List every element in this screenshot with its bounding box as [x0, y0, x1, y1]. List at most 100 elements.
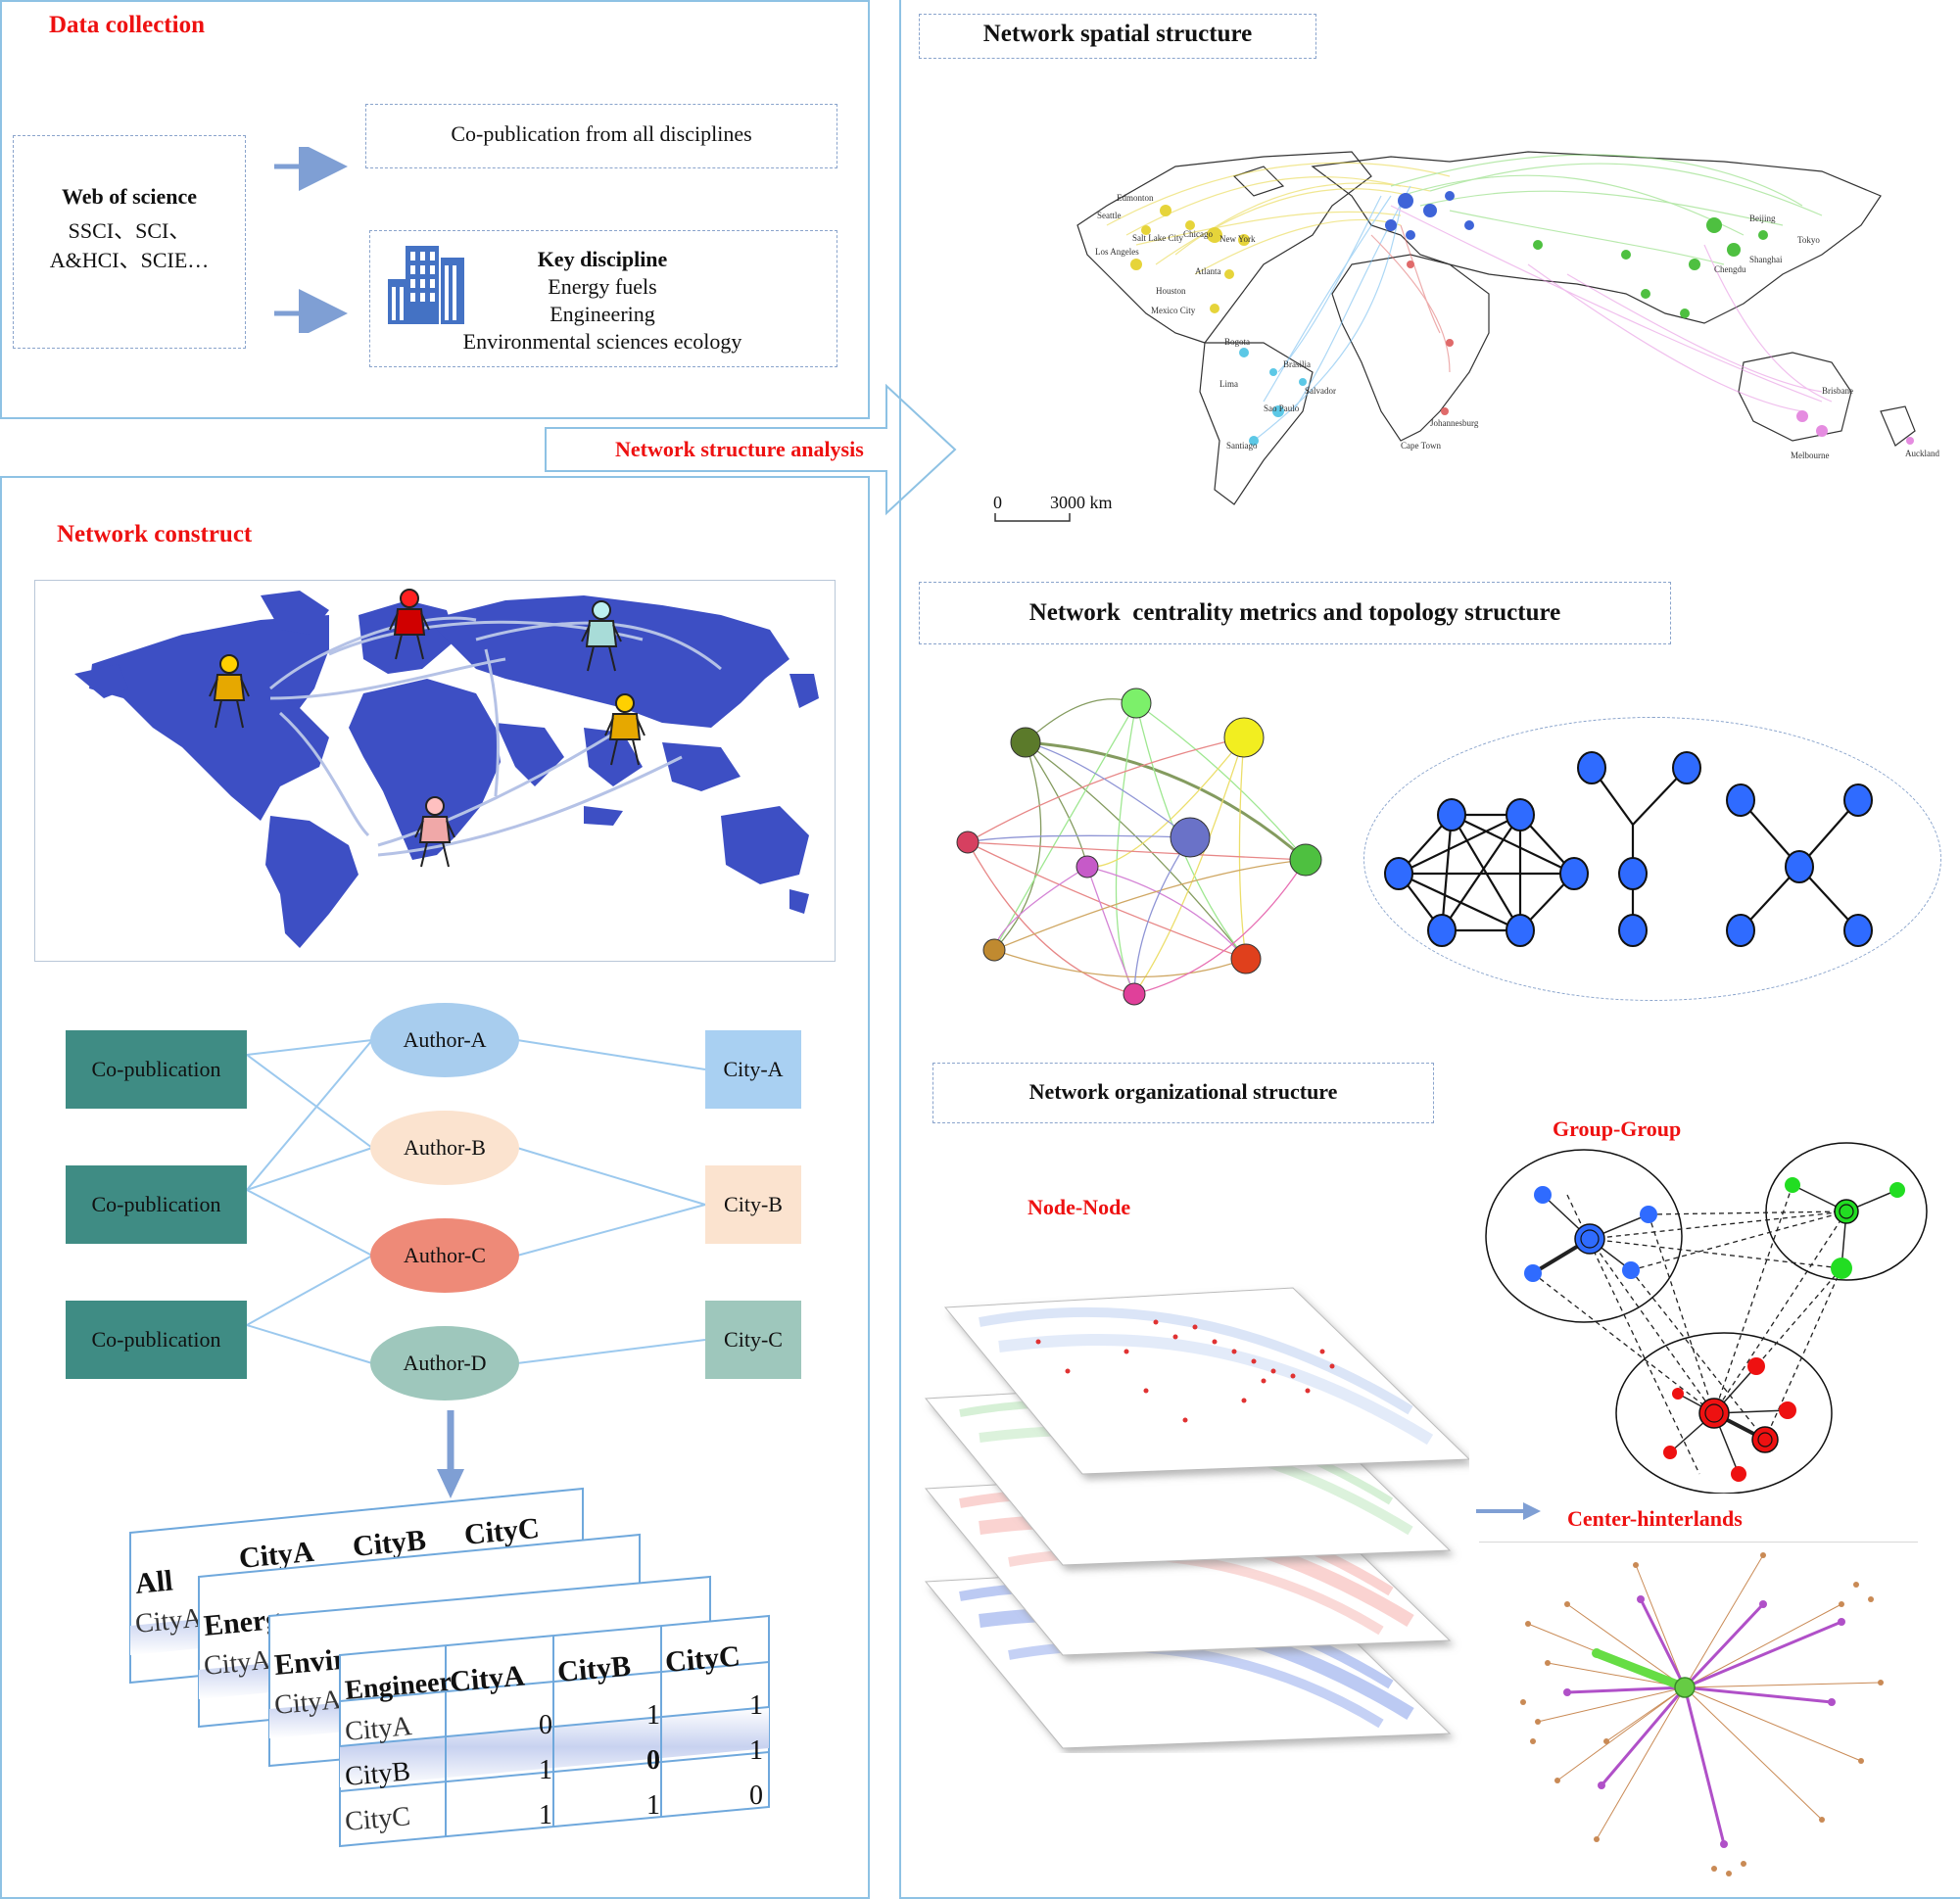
svg-text:1: 1	[749, 1690, 763, 1721]
analysis-arrow	[545, 384, 957, 516]
svg-text:Beijing: Beijing	[1749, 214, 1776, 223]
key-discipline-title: Key discipline	[537, 247, 668, 271]
data-collection-title: Data collection	[49, 12, 205, 38]
svg-text:Bogota: Bogota	[1224, 337, 1250, 347]
building-icon	[388, 246, 464, 324]
svg-text:Salt Lake City: Salt Lake City	[1132, 233, 1183, 243]
researcher-map-frame	[34, 580, 836, 962]
svg-text:CityB: CityB	[344, 1756, 411, 1792]
centrality-network	[956, 688, 1322, 1006]
wos-line1: SSCI、SCI、	[68, 218, 191, 243]
city-c-box: City-C	[705, 1301, 801, 1379]
center-hinterlands-label: Center-hinterlands	[1567, 1506, 1743, 1531]
organizational-title-box	[932, 1063, 1434, 1123]
researcher-pink-icon	[414, 796, 455, 868]
svg-text:1: 1	[749, 1735, 763, 1766]
scale-zero: 0	[993, 493, 1002, 512]
svg-text:Brisbane: Brisbane	[1822, 386, 1853, 396]
svg-text:Shanghai: Shanghai	[1749, 255, 1783, 264]
svg-text:Edmonton: Edmonton	[1117, 193, 1154, 203]
svg-text:0: 0	[749, 1780, 763, 1811]
svg-text:CityA: CityA	[344, 1711, 414, 1747]
researcher-red-icon	[389, 589, 430, 660]
wos-line2: A&HCI、SCIE…	[49, 248, 210, 272]
center-hinterlands-network	[1520, 1552, 1884, 1876]
copublication-box-3: Co-publication	[66, 1301, 247, 1379]
svg-text:CityB: CityB	[556, 1650, 633, 1688]
copublication-box-2: Co-publication	[66, 1165, 247, 1244]
svg-text:Brasilia: Brasilia	[1283, 359, 1311, 369]
svg-text:Chengdu: Chengdu	[1714, 264, 1746, 274]
hinterlands-arrow	[1476, 1502, 1541, 1520]
center-hinterlands-divider	[1479, 1542, 1918, 1543]
bipartite-links	[246, 1039, 706, 1364]
data-collection-panel	[0, 0, 870, 419]
scale-label: 3000 km	[1050, 493, 1113, 512]
svg-text:1: 1	[646, 1790, 660, 1821]
svg-text:Atlanta: Atlanta	[1195, 266, 1221, 276]
svg-text:1: 1	[646, 1700, 660, 1731]
centrality-title-box	[919, 582, 1671, 644]
analysis-arrow-label: Network structure analysis	[615, 437, 864, 461]
topology-ellipse	[1363, 717, 1941, 1001]
network-construct-panel	[0, 476, 870, 1899]
network-construct-title: Network construct	[57, 521, 253, 547]
svg-text:Melbourne: Melbourne	[1791, 451, 1830, 460]
svg-text:Sao Paulo: Sao Paulo	[1264, 404, 1300, 413]
svg-text:CityA: CityA	[449, 1659, 527, 1698]
city-a-box: City-A	[705, 1030, 801, 1109]
layer-top	[943, 1287, 1469, 1475]
key-discipline-item-1: Energy fuels	[548, 274, 657, 299]
wos-title: Web of science	[61, 184, 198, 209]
key-discipline-item-2: Engineering	[550, 302, 655, 326]
researcher-orange-icon	[604, 693, 645, 766]
author-a-node: Author-A	[370, 1003, 519, 1077]
group-group-diagram	[1485, 1142, 1928, 1494]
author-c-node: Author-C	[370, 1218, 519, 1293]
collection-arrows	[274, 147, 348, 333]
analysis-panel	[899, 0, 1960, 1899]
topology-structures	[1384, 751, 1873, 947]
svg-text:Seattle: Seattle	[1097, 211, 1122, 220]
adjacency-matrix-stack: All CityA CityB CityC CityA Energy CityA…	[129, 1487, 770, 1848]
svg-text:Auckland: Auckland	[1905, 449, 1939, 458]
svg-text:Tokyo: Tokyo	[1797, 235, 1820, 245]
researcher-world-map	[74, 589, 819, 948]
svg-text:Mexico City: Mexico City	[1151, 306, 1196, 315]
svg-text:CityC: CityC	[344, 1801, 411, 1837]
svg-text:CityA: CityA	[273, 1685, 344, 1721]
svg-text:CityA: CityA	[134, 1602, 205, 1638]
spatial-title-box	[919, 14, 1316, 59]
copub-all-label: Co-publication from all disciplines	[451, 121, 752, 146]
researcher-yellow-icon	[209, 654, 250, 729]
svg-text:Los Angeles: Los Angeles	[1095, 247, 1139, 257]
svg-text:Johannesburg: Johannesburg	[1430, 418, 1479, 428]
svg-text:Santiago: Santiago	[1226, 441, 1258, 451]
wos-box	[13, 135, 246, 349]
layered-networks	[924, 1287, 1469, 1749]
matrix-sheet-engineer: Engineer CityA CityB CityC CityA CityB C…	[339, 1614, 770, 1848]
copublication-box-1: Co-publication	[66, 1030, 247, 1109]
svg-text:0: 0	[646, 1745, 660, 1776]
city-b-box: City-B	[705, 1165, 801, 1244]
key-discipline-item-3: Environmental sciences ecology	[462, 329, 742, 354]
organizational-title: Network organizational structure	[1028, 1079, 1338, 1104]
scale-bar	[994, 513, 1071, 522]
spatial-city-dots	[1130, 191, 1914, 446]
author-b-node: Author-B	[370, 1111, 519, 1185]
svg-text:CityA: CityA	[203, 1644, 273, 1681]
svg-text:New York: New York	[1219, 234, 1256, 244]
researcher-teal-icon	[581, 600, 622, 672]
svg-text:1: 1	[539, 1800, 552, 1830]
group-group-label: Group-Group	[1553, 1116, 1682, 1141]
spatial-title: Network spatial structure	[982, 21, 1253, 47]
svg-text:Houston: Houston	[1156, 286, 1186, 296]
centrality-title: Network centrality metrics and topology …	[1028, 599, 1561, 626]
copub-all-box	[365, 104, 837, 168]
svg-text:CityC: CityC	[664, 1639, 741, 1679]
key-discipline-box	[369, 230, 837, 367]
matrix-sheet-all-label: All	[134, 1564, 174, 1600]
svg-text:Cape Town: Cape Town	[1401, 441, 1441, 451]
svg-text:Lima: Lima	[1219, 379, 1238, 389]
author-d-node: Author-D	[370, 1326, 519, 1401]
